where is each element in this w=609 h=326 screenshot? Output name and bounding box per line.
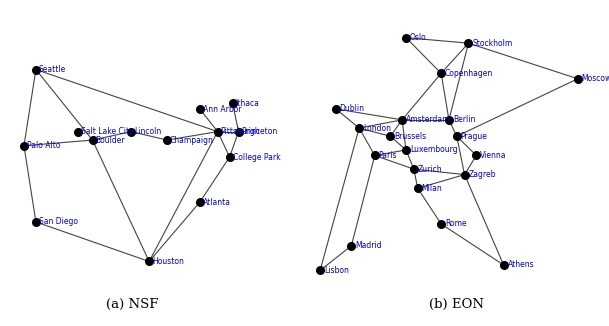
Text: Moscow: Moscow <box>582 74 609 83</box>
Text: College Park: College Park <box>233 153 280 161</box>
Text: Milan: Milan <box>421 184 442 193</box>
Text: Ithaca: Ithaca <box>236 99 259 108</box>
Text: (a) NSF: (a) NSF <box>106 298 158 311</box>
Text: Stockholm: Stockholm <box>473 39 513 48</box>
Text: Luxembourg: Luxembourg <box>410 145 457 155</box>
Text: Dublin: Dublin <box>340 104 365 113</box>
Text: San Diego: San Diego <box>39 217 78 227</box>
Text: Palo Alto: Palo Alto <box>27 141 60 150</box>
Text: Houston: Houston <box>152 257 184 266</box>
Text: Champaign: Champaign <box>170 136 214 144</box>
Text: Paris: Paris <box>379 151 397 160</box>
Text: Rome: Rome <box>445 219 466 229</box>
Text: Prague: Prague <box>460 132 488 141</box>
Text: Ann Arbor: Ann Arbor <box>203 105 241 113</box>
Text: London: London <box>363 124 391 133</box>
Text: Seattle: Seattle <box>39 65 66 74</box>
Text: Lincoln: Lincoln <box>134 127 161 136</box>
Text: (b) EON: (b) EON <box>429 298 484 311</box>
Text: Copenhagen: Copenhagen <box>445 69 493 78</box>
Text: Oslo: Oslo <box>410 33 427 42</box>
Text: Salt Lake City: Salt Lake City <box>80 127 133 136</box>
Text: Pittsburgh: Pittsburgh <box>220 127 260 136</box>
Text: Princeton: Princeton <box>242 127 278 136</box>
Text: Madrid: Madrid <box>355 241 382 250</box>
Text: Atlanta: Atlanta <box>203 198 231 207</box>
Text: Vienna: Vienna <box>480 151 507 160</box>
Text: Amsterdam: Amsterdam <box>406 115 451 124</box>
Text: Brussels: Brussels <box>394 132 426 141</box>
Text: Athens: Athens <box>507 260 534 270</box>
Text: Zurich: Zurich <box>418 165 442 174</box>
Text: Boulder: Boulder <box>96 136 125 144</box>
Text: Lisbon: Lisbon <box>324 266 349 275</box>
Text: Zagreb: Zagreb <box>468 170 496 179</box>
Text: Berlin: Berlin <box>453 115 475 124</box>
